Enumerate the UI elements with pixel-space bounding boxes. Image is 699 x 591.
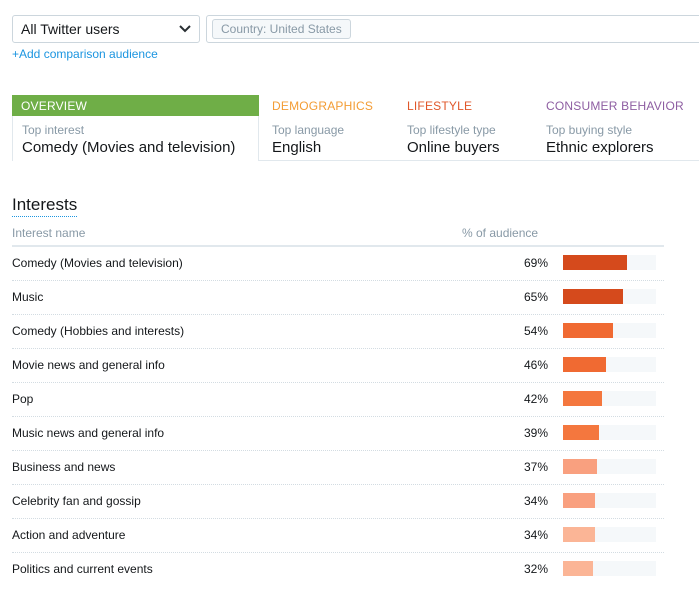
interest-name: Comedy (Hobbies and interests) — [12, 324, 185, 338]
table-row: Comedy (Hobbies and interests) 54% — [12, 315, 664, 349]
tab-demographics[interactable]: DEMOGRAPHICS Top language English — [259, 95, 398, 161]
country-filter-tag[interactable]: Country: United States — [212, 19, 351, 39]
percent-bar-fill — [563, 493, 595, 508]
percent-bar-track — [563, 357, 656, 372]
interest-percent: 65% — [523, 290, 548, 304]
interests-list: Comedy (Movies and television) 69% Music 65… — [12, 247, 664, 587]
add-comparison-link[interactable]: +Add comparison audience — [12, 47, 158, 61]
interest-name: Politics and current events — [12, 562, 153, 576]
tab-demographics-title: DEMOGRAPHICS — [272, 98, 374, 113]
percent-bar-fill — [563, 391, 603, 406]
interest-percent: 54% — [523, 324, 548, 338]
interest-percent: 69% — [523, 256, 548, 270]
interest-name: Music news and general info — [12, 426, 165, 440]
percent-bar-fill — [563, 323, 614, 338]
interest-name: Business and news — [12, 460, 116, 474]
percent-bar-fill — [563, 527, 595, 542]
interest-name: Music — [12, 290, 44, 304]
percent-bar-track — [563, 425, 656, 440]
percent-bar-track — [563, 289, 656, 304]
table-row: Music 65% — [12, 281, 664, 315]
tab-lifestyle-value: Online buyers — [407, 139, 500, 156]
table-row: Business and news 37% — [12, 451, 664, 485]
tab-lifestyle[interactable]: LIFESTYLE Top lifestyle type Online buye… — [398, 95, 537, 161]
table-row: Action and adventure 34% — [12, 519, 664, 553]
tab-overview-title: OVERVIEW — [12, 95, 259, 116]
percent-bar-track — [563, 561, 656, 576]
percent-bar-track — [563, 391, 656, 406]
col-percent-audience: % of audience — [462, 226, 539, 240]
tab-consumer-behavior-value: Ethnic explorers — [546, 139, 654, 156]
table-header: Interest name % of audience — [12, 224, 664, 247]
percent-bar-fill — [563, 561, 593, 576]
tab-overview-sub: Top interest — [22, 123, 85, 137]
table-row: Music news and general info 39% — [12, 417, 664, 451]
percent-bar-fill — [563, 289, 624, 304]
interest-percent: 42% — [523, 392, 548, 406]
filter-box[interactable]: Country: United States — [206, 15, 699, 43]
interest-name: Action and adventure — [12, 528, 126, 542]
col-interest-name: Interest name — [12, 226, 86, 240]
percent-bar-track — [563, 527, 656, 542]
table-row: Comedy (Movies and television) 69% — [12, 247, 664, 281]
table-row: Celebrity fan and gossip 34% — [12, 485, 664, 519]
interest-name: Comedy (Movies and television) — [12, 256, 183, 270]
table-row: Movie news and general info 46% — [12, 349, 664, 383]
percent-bar-track — [563, 459, 656, 474]
table-row: Pop 42% — [12, 383, 664, 417]
interest-name: Celebrity fan and gossip — [12, 494, 141, 508]
tab-overview[interactable]: OVERVIEW Top interest Comedy (Movies and… — [12, 95, 259, 161]
interest-percent: 34% — [523, 494, 548, 508]
interest-percent: 34% — [523, 528, 548, 542]
audience-select-label: All Twitter users — [21, 21, 120, 37]
percent-bar-track — [563, 493, 656, 508]
interest-percent: 46% — [523, 358, 548, 372]
interests-title[interactable]: Interests — [12, 195, 78, 217]
interest-percent: 37% — [523, 460, 548, 474]
interest-percent: 39% — [523, 426, 548, 440]
tab-consumer-behavior[interactable]: CONSUMER BEHAVIOR Top buying style Ethni… — [537, 95, 699, 161]
percent-bar-track — [563, 255, 656, 270]
tab-consumer-behavior-sub: Top buying style — [546, 123, 633, 137]
percent-bar-fill — [563, 459, 598, 474]
tab-lifestyle-sub: Top lifestyle type — [407, 123, 496, 137]
percent-bar-fill — [563, 425, 600, 440]
tab-demographics-value: English — [272, 139, 322, 156]
tab-consumer-behavior-title: CONSUMER BEHAVIOR — [546, 98, 684, 113]
percent-bar-fill — [563, 255, 628, 270]
interest-percent: 32% — [523, 562, 548, 576]
percent-bar-track — [563, 323, 656, 338]
tab-overview-value: Comedy (Movies and television) — [22, 139, 236, 156]
tab-lifestyle-title: LIFESTYLE — [407, 98, 473, 113]
chevron-down-icon — [179, 20, 191, 38]
interest-name: Movie news and general info — [12, 358, 165, 372]
category-tabs: OVERVIEW Top interest Comedy (Movies and… — [12, 95, 699, 161]
tab-demographics-sub: Top language — [272, 123, 345, 137]
table-row: Politics and current events 32% — [12, 553, 664, 587]
percent-bar-fill — [563, 357, 606, 372]
audience-select[interactable]: All Twitter users — [12, 15, 200, 43]
interest-name: Pop — [12, 392, 34, 406]
